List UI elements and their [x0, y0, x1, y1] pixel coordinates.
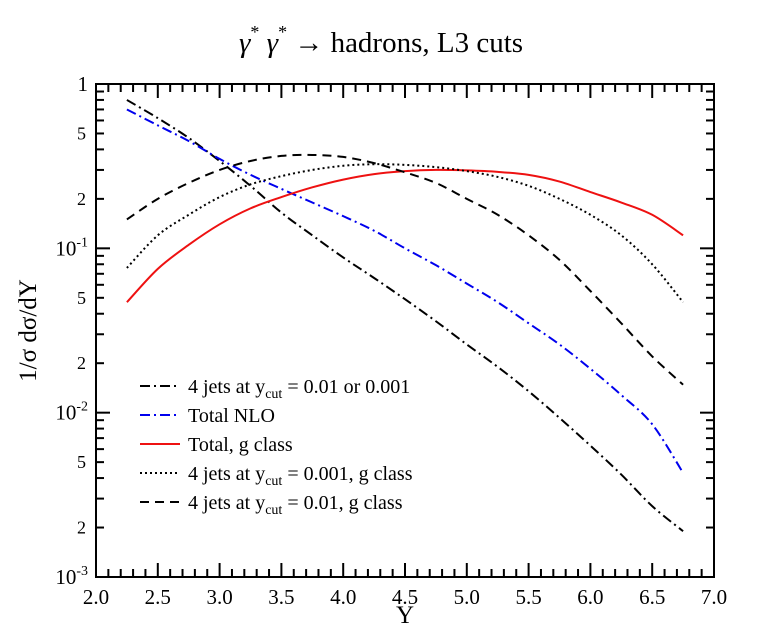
x-tick-label: 2.0	[83, 585, 109, 609]
chart-title-text: γ* γ* → hadrons, L3 cuts	[239, 22, 523, 59]
legend-label-four_jets_001: 4 jets at ycut = 0.01, g class	[188, 492, 403, 518]
legend: 4 jets at ycut = 0.01 or 0.001 Total NLO T…	[140, 376, 413, 518]
axis-ticks	[95, 83, 715, 578]
x-tick-label: 7.0	[701, 585, 727, 609]
y-axis-title: 1/σ dσ/dY	[15, 279, 42, 382]
legend-label-total_g: Total, g class	[188, 434, 293, 456]
axis-titles: Y 1/σ dσ/dY	[15, 279, 414, 629]
x-tick-label: 2.5	[145, 585, 171, 609]
x-tick-label: 5.5	[515, 585, 541, 609]
x-tick-label: 3.5	[268, 585, 294, 609]
y-minor-label: 2	[77, 189, 86, 209]
series-line-total_g	[126, 168, 684, 303]
series-line-four_jets_0001	[126, 163, 684, 303]
y-minor-label: 5	[77, 452, 86, 472]
y-minor-label: 5	[77, 123, 86, 143]
series-line-four_jets_001	[126, 153, 684, 386]
y-minor-label: 2	[77, 518, 86, 538]
y-decade-label: 1	[78, 72, 89, 96]
series-line-four_jets	[126, 99, 684, 532]
y-minor-label: 5	[77, 288, 86, 308]
x-tick-label: 4.0	[330, 585, 356, 609]
x-tick-label: 4.5	[392, 585, 418, 609]
x-tick-label: 3.0	[206, 585, 232, 609]
tick-labels: 2.0 2.5 3.0 3.5 4.0 4.5 5.0 5.5 6.0 6.5 7.0 1 10-1 10…	[55, 72, 727, 609]
y-decade-label: 10-1	[55, 235, 88, 260]
y-decade-label: 10-2	[55, 400, 88, 425]
series-line-total_nlo	[126, 108, 684, 474]
y-decade-label: 10-3	[55, 564, 88, 589]
y-minor-label: 2	[77, 353, 86, 373]
x-tick-label: 6.0	[577, 585, 603, 609]
legend-label-total_nlo: Total NLO	[188, 405, 275, 427]
x-tick-label: 6.5	[639, 585, 665, 609]
chart-title: γ* γ* → hadrons, L3 cuts	[239, 22, 523, 59]
x-tick-label: 5.0	[454, 585, 480, 609]
x-axis-title: Y	[396, 602, 414, 629]
series-lines	[126, 99, 684, 532]
legend-label-four_jets_0001: 4 jets at ycut = 0.001, g class	[188, 463, 413, 489]
legend-label-four_jets: 4 jets at ycut = 0.01 or 0.001	[188, 376, 410, 402]
